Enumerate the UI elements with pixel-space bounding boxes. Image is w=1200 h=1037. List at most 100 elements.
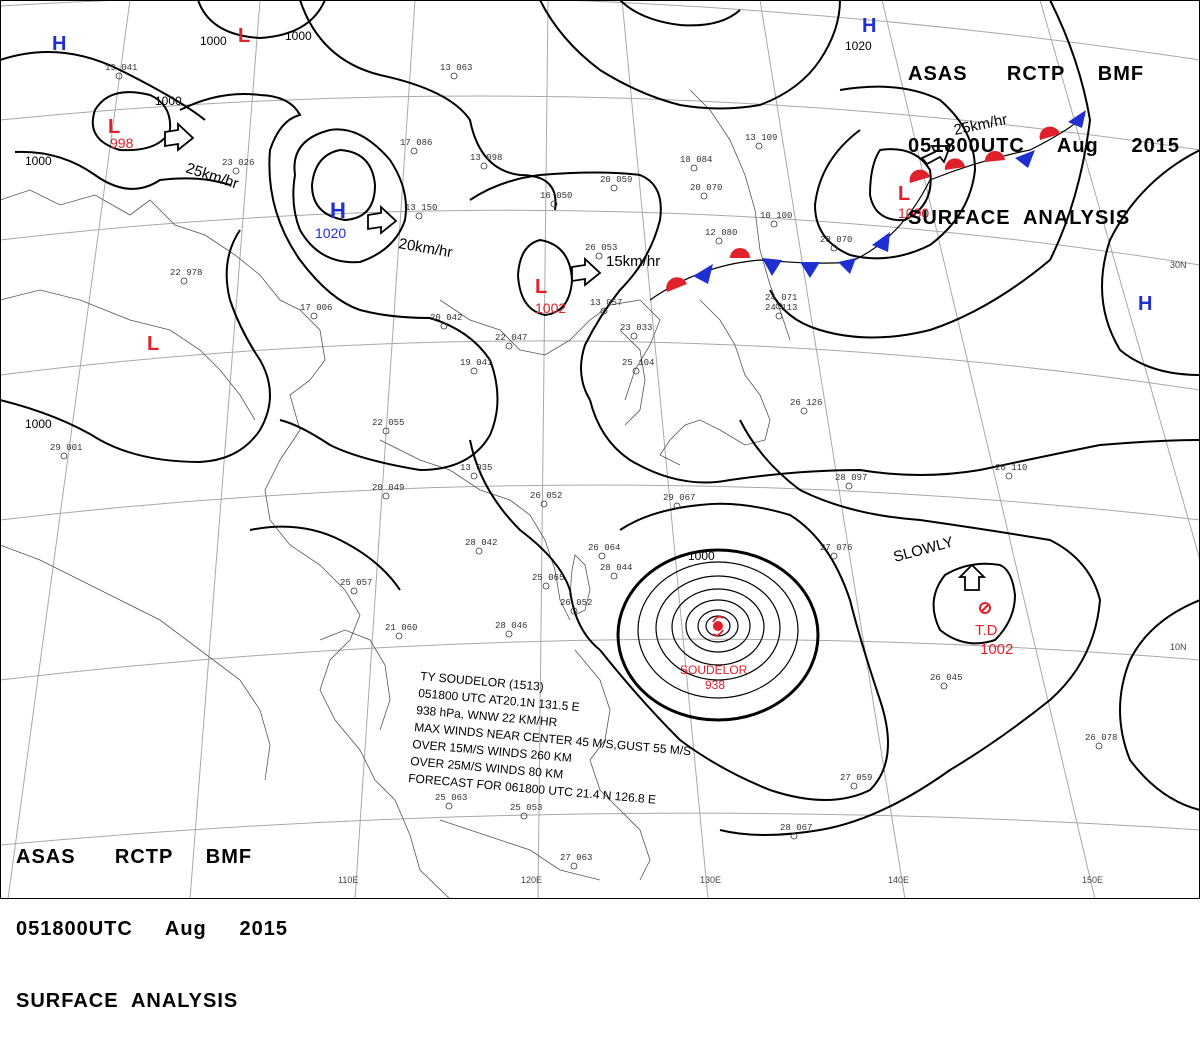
lon-label: 150E bbox=[1082, 875, 1103, 885]
typhoon-pressure: 938 bbox=[705, 678, 725, 692]
station-value: 10 100 bbox=[760, 211, 792, 221]
station-plot: 10 100 bbox=[760, 211, 792, 228]
station-value: 26 045 bbox=[930, 673, 962, 683]
station-value: 26 053 bbox=[585, 243, 617, 253]
motion-label: 20km/hr bbox=[397, 235, 453, 261]
station-plot: 20 070 bbox=[690, 183, 722, 200]
station-value: 13 057 bbox=[590, 298, 622, 308]
station-plot: 18 084 bbox=[680, 155, 712, 172]
station-value: 24 071 bbox=[765, 293, 797, 303]
motion-arrows bbox=[164, 121, 987, 591]
station-plot: 20 042 bbox=[430, 313, 462, 330]
station-value: 17 006 bbox=[300, 303, 332, 313]
isobar-label: 1000 bbox=[200, 34, 227, 48]
station-circle bbox=[350, 587, 358, 595]
typhoon-isobars bbox=[616, 548, 820, 722]
station-circle bbox=[673, 502, 681, 510]
station-plot: 16 050 bbox=[540, 191, 572, 208]
station-circle bbox=[598, 552, 606, 560]
station-circle bbox=[800, 407, 808, 415]
station-value: 21 060 bbox=[385, 623, 417, 633]
coastlines bbox=[0, 89, 791, 899]
high-center-symbol: H bbox=[52, 33, 66, 55]
station-circle bbox=[770, 220, 778, 228]
station-circle bbox=[520, 812, 528, 820]
station-plot: 27 063 bbox=[560, 853, 592, 870]
station-circle bbox=[630, 332, 638, 340]
station-plot: 22 978 bbox=[170, 268, 202, 285]
td-pressure: 1002 bbox=[980, 641, 1013, 658]
low-center-symbol: L bbox=[898, 183, 910, 205]
header-line: 051800UTC Aug 2015 bbox=[16, 918, 289, 940]
station-circle bbox=[440, 322, 448, 330]
low-center-symbol: L bbox=[238, 25, 250, 47]
header-line: 051800UTC Aug 2015 bbox=[908, 135, 1181, 157]
station-plot: 26 045 bbox=[930, 673, 962, 690]
station-value: 25 057 bbox=[340, 578, 372, 588]
station-plot: 13 109 bbox=[745, 133, 777, 150]
station-value: 20 070 bbox=[690, 183, 722, 193]
station-value: 28 046 bbox=[495, 621, 527, 631]
station-circle bbox=[470, 472, 478, 480]
station-circle bbox=[1005, 472, 1013, 480]
low-center-pressure: 998 bbox=[110, 135, 134, 151]
station-circle bbox=[632, 367, 640, 375]
station-value: 27 059 bbox=[840, 773, 872, 783]
station-value: 23 026 bbox=[222, 158, 254, 168]
station-value: 22 055 bbox=[372, 418, 404, 428]
station-plot: 13 098 bbox=[470, 153, 502, 170]
station-circle bbox=[395, 632, 403, 640]
lat-label: 30N bbox=[1170, 260, 1187, 270]
station-plot: 28 042 bbox=[465, 538, 497, 555]
isobars bbox=[0, 0, 1200, 836]
header-line: ASAS RCTP BMF bbox=[908, 63, 1145, 85]
station-value: 29 001 bbox=[50, 443, 82, 453]
station-value: 28 067 bbox=[780, 823, 812, 833]
lon-label: 110E bbox=[338, 875, 358, 885]
station-plot: 26 078 bbox=[1085, 733, 1117, 750]
station-value: 25 053 bbox=[510, 803, 542, 813]
station-circle bbox=[850, 782, 858, 790]
station-plot: 25 057 bbox=[340, 578, 372, 595]
station-value: 25 104 bbox=[622, 358, 654, 368]
station-circle bbox=[310, 312, 318, 320]
station-plot: 25 053 bbox=[510, 803, 542, 820]
station-plot: 27 059 bbox=[840, 773, 872, 790]
station-plot: 29 001 bbox=[50, 443, 82, 460]
station-plot: 26 110 bbox=[995, 463, 1027, 480]
isobar-label: 1000 bbox=[688, 549, 715, 563]
station-plot: 25 065 bbox=[532, 573, 564, 590]
station-plot: 26 126 bbox=[790, 398, 822, 415]
station-circle bbox=[480, 162, 488, 170]
station-value: 20 049 bbox=[372, 483, 404, 493]
station-circle bbox=[600, 307, 608, 315]
station-circle bbox=[775, 312, 783, 320]
header-line: SURFACE ANALYSIS bbox=[908, 207, 1131, 229]
station-value: 25 065 bbox=[532, 573, 564, 583]
header-bottom: ASAS RCTP BMF 051800UTC Aug 2015 SURFACE… bbox=[16, 798, 288, 1037]
station-plot: 24 113 bbox=[765, 303, 797, 320]
station-plot: 22 055 bbox=[372, 418, 404, 435]
station-plot: 17 006 bbox=[300, 303, 332, 320]
station-value: 22 978 bbox=[170, 268, 202, 278]
station-circle bbox=[382, 427, 390, 435]
station-circle bbox=[610, 572, 618, 580]
station-value: 13 150 bbox=[405, 203, 437, 213]
station-value: 26 052 bbox=[530, 491, 562, 501]
station-plot: 17 086 bbox=[400, 138, 432, 155]
lon-label: 140E bbox=[888, 875, 909, 885]
station-value: 13 109 bbox=[745, 133, 777, 143]
station-plot: 21 060 bbox=[385, 623, 417, 640]
tropical-depression: T.D. 1002 bbox=[975, 602, 1013, 658]
typhoon-name: SOUDELOR bbox=[680, 663, 748, 677]
station-plot: 25 104 bbox=[622, 358, 654, 375]
high-center-symbol: H bbox=[862, 15, 876, 37]
motion-labels: 25km/hr 20km/hr 15km/hr 25km/hr SLOWLY bbox=[184, 111, 1009, 566]
isobar-label: 1000 bbox=[155, 94, 182, 108]
isobar-labels: 1000 1000 1000 1000 1000 1020 1000 bbox=[25, 29, 872, 563]
station-plot: 19 041 bbox=[105, 63, 137, 80]
header-line: SURFACE ANALYSIS bbox=[16, 990, 239, 1012]
station-plot: 26 053 bbox=[585, 243, 617, 260]
low-center-pressure: 1000 bbox=[898, 205, 929, 221]
td-label: T.D. bbox=[975, 622, 1002, 639]
